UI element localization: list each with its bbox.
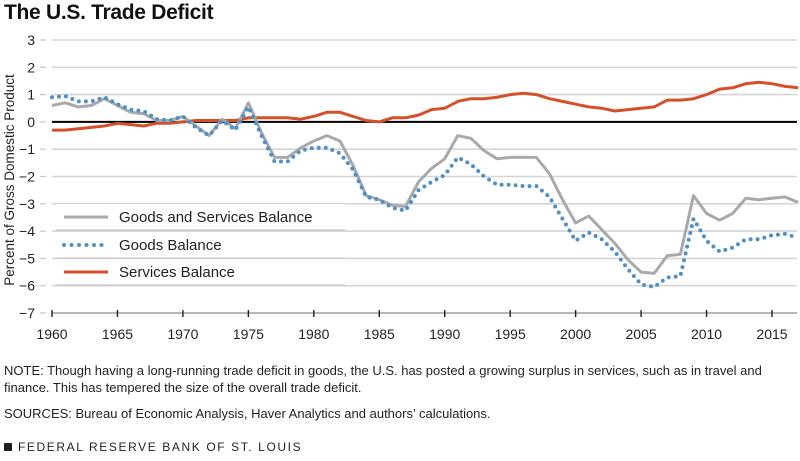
y-tick-label: −1: [19, 141, 35, 157]
y-tick-label: −6: [19, 278, 35, 294]
series-goods-balance: [50, 94, 800, 290]
y-tick-label: 1: [27, 87, 35, 103]
x-tick-label: 1990: [429, 326, 460, 342]
x-tick-label: 1980: [298, 326, 329, 342]
y-tick-label: 3: [27, 32, 35, 48]
y-tick-label: −5: [19, 250, 35, 266]
legend-label: Services Balance: [119, 264, 235, 281]
x-tick-label: 2000: [560, 326, 591, 342]
y-axis-title: Percent of Gross Domestic Product: [2, 74, 17, 286]
footer-text: FEDERAL RESERVE BANK OF ST. LOUIS: [18, 440, 303, 454]
chart-title: The U.S. Trade Deficit: [4, 1, 214, 24]
series-services-balance: [52, 80, 799, 132]
x-tick-label: 1965: [102, 326, 133, 342]
y-tick-label: −3: [19, 196, 35, 212]
footer: FEDERAL RESERVE BANK OF ST. LOUIS: [4, 440, 302, 454]
square-bullet-icon: [4, 443, 12, 451]
x-tick-label: 2010: [691, 326, 722, 342]
series-lines: [50, 80, 800, 290]
y-tick-label: 0: [27, 114, 35, 130]
x-tick-label: 1985: [364, 326, 395, 342]
legend-label: Goods Balance: [119, 237, 222, 254]
y-tick-label: −2: [19, 169, 35, 185]
chart-sources: SOURCES: Bureau of Economic Analysis, Ha…: [4, 406, 491, 421]
y-tick-label: 2: [27, 59, 35, 75]
x-tick-label: 1975: [233, 326, 264, 342]
x-axis: 1960 1965 1970 1975 1980 1985 1990 1995 2000 2005…: [36, 310, 797, 342]
legend: Goods and Services Balance Goods Balance S…: [56, 203, 345, 286]
x-tick-label: 2015: [756, 326, 787, 342]
x-tick-label: 1995: [495, 326, 526, 342]
legend-label: Goods and Services Balance: [119, 209, 312, 226]
y-tick-label: −7: [19, 305, 35, 321]
x-tick-label: 1970: [167, 326, 198, 342]
y-axis-ticks: 3 2 1 0 −1 −2 −3 −4 −5 −6 −7: [19, 32, 46, 321]
legend-background: [56, 232, 345, 258]
x-tick-label: 1960: [36, 326, 67, 342]
x-tick-label: 2005: [626, 326, 657, 342]
chart-note: NOTE: Though having a long-running trade…: [4, 363, 762, 395]
y-tick-label: −4: [19, 223, 35, 239]
